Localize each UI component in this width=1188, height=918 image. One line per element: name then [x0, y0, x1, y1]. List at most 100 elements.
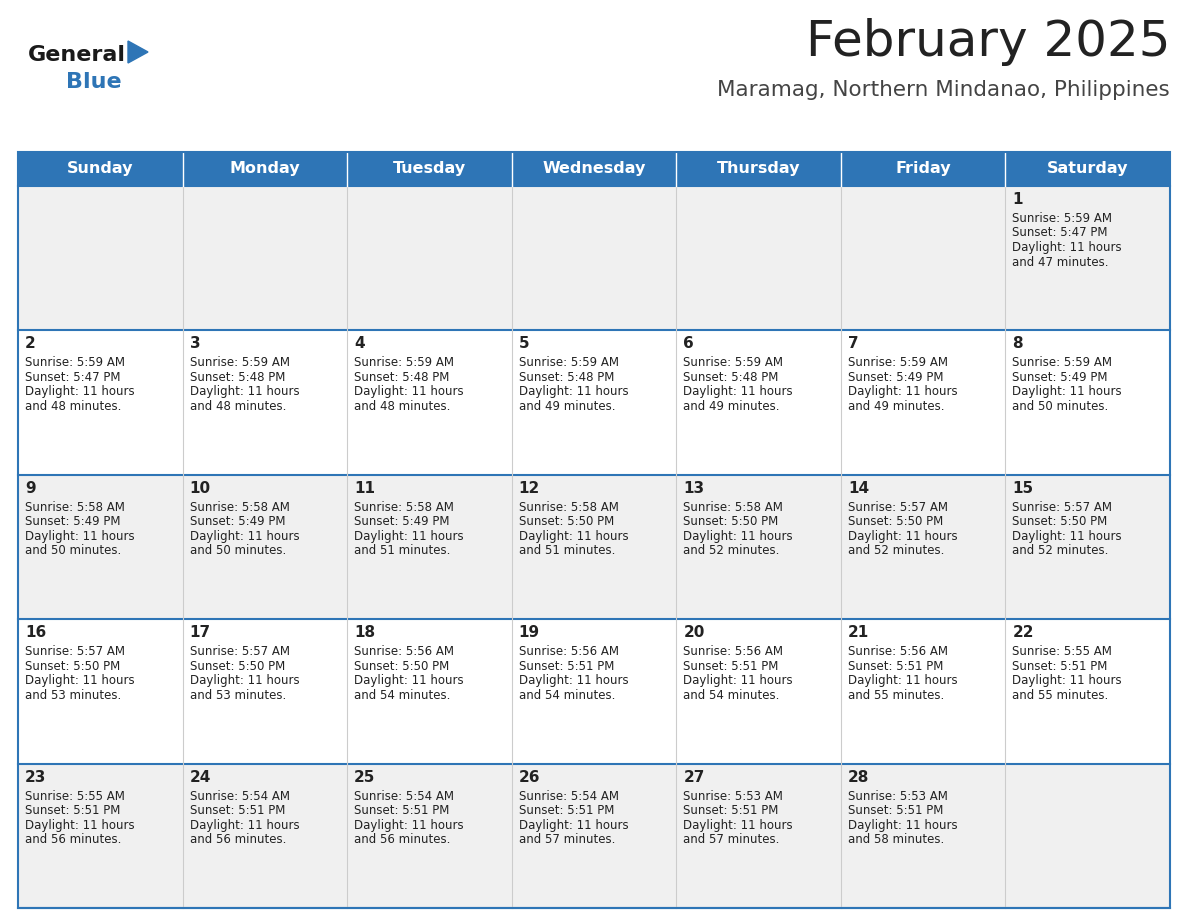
Text: Sunrise: 5:57 AM: Sunrise: 5:57 AM [848, 501, 948, 514]
Text: 19: 19 [519, 625, 539, 640]
Text: Daylight: 11 hours: Daylight: 11 hours [683, 674, 792, 688]
Text: Sunrise: 5:57 AM: Sunrise: 5:57 AM [25, 645, 125, 658]
Text: 8: 8 [1012, 336, 1023, 352]
Bar [1005, 152, 1170, 186]
Text: and 56 minutes.: and 56 minutes. [25, 834, 121, 846]
Text: Sunset: 5:51 PM: Sunset: 5:51 PM [683, 660, 778, 673]
Text: Sunrise: 5:59 AM: Sunrise: 5:59 AM [25, 356, 125, 369]
Bar [512, 152, 676, 186]
Text: 27: 27 [683, 769, 704, 785]
Text: and 58 minutes.: and 58 minutes. [848, 834, 944, 846]
Text: Sunrise: 5:56 AM: Sunrise: 5:56 AM [519, 645, 619, 658]
Text: and 53 minutes.: and 53 minutes. [190, 688, 286, 701]
Text: and 47 minutes.: and 47 minutes. [1012, 255, 1108, 268]
Text: Monday: Monday [229, 162, 301, 176]
Text: Daylight: 11 hours: Daylight: 11 hours [354, 674, 463, 688]
Text: Daylight: 11 hours: Daylight: 11 hours [354, 819, 463, 832]
Text: Sunset: 5:50 PM: Sunset: 5:50 PM [354, 660, 449, 673]
Text: Sunset: 5:51 PM: Sunset: 5:51 PM [519, 660, 614, 673]
Text: Sunset: 5:50 PM: Sunset: 5:50 PM [683, 515, 778, 528]
Text: and 55 minutes.: and 55 minutes. [1012, 688, 1108, 701]
Text: 15: 15 [1012, 481, 1034, 496]
Text: Daylight: 11 hours: Daylight: 11 hours [683, 819, 792, 832]
Text: Sunset: 5:50 PM: Sunset: 5:50 PM [1012, 515, 1107, 528]
Text: Daylight: 11 hours: Daylight: 11 hours [1012, 674, 1121, 688]
Text: and 56 minutes.: and 56 minutes. [190, 834, 286, 846]
Text: and 48 minutes.: and 48 minutes. [25, 400, 121, 413]
Text: Sunrise: 5:56 AM: Sunrise: 5:56 AM [683, 645, 783, 658]
Text: Daylight: 11 hours: Daylight: 11 hours [1012, 386, 1121, 398]
Text: Sunrise: 5:59 AM: Sunrise: 5:59 AM [519, 356, 619, 369]
Text: and 50 minutes.: and 50 minutes. [190, 544, 286, 557]
Text: Blue: Blue [67, 72, 121, 92]
Text: 11: 11 [354, 481, 375, 496]
Text: Daylight: 11 hours: Daylight: 11 hours [1012, 241, 1121, 254]
Text: Sunrise: 5:54 AM: Sunrise: 5:54 AM [519, 789, 619, 802]
Text: Sunset: 5:51 PM: Sunset: 5:51 PM [190, 804, 285, 817]
Text: Daylight: 11 hours: Daylight: 11 hours [25, 530, 134, 543]
Text: Daylight: 11 hours: Daylight: 11 hours [848, 530, 958, 543]
Text: and 56 minutes.: and 56 minutes. [354, 834, 450, 846]
Text: 6: 6 [683, 336, 694, 352]
Text: and 49 minutes.: and 49 minutes. [683, 400, 779, 413]
Text: Saturday: Saturday [1047, 162, 1129, 176]
Text: 18: 18 [354, 625, 375, 640]
Text: Sunset: 5:48 PM: Sunset: 5:48 PM [190, 371, 285, 384]
Bar [841, 152, 1005, 186]
Text: and 54 minutes.: and 54 minutes. [519, 688, 615, 701]
Text: Daylight: 11 hours: Daylight: 11 hours [519, 386, 628, 398]
Text: Daylight: 11 hours: Daylight: 11 hours [848, 674, 958, 688]
Text: Sunset: 5:50 PM: Sunset: 5:50 PM [190, 660, 285, 673]
Text: Sunset: 5:50 PM: Sunset: 5:50 PM [848, 515, 943, 528]
Text: General: General [29, 45, 126, 65]
Text: Sunset: 5:51 PM: Sunset: 5:51 PM [1012, 660, 1107, 673]
Text: Sunrise: 5:57 AM: Sunrise: 5:57 AM [190, 645, 290, 658]
Text: 5: 5 [519, 336, 530, 352]
Text: Sunrise: 5:59 AM: Sunrise: 5:59 AM [190, 356, 290, 369]
Text: Daylight: 11 hours: Daylight: 11 hours [190, 386, 299, 398]
Polygon shape [128, 41, 148, 63]
Text: Sunset: 5:49 PM: Sunset: 5:49 PM [354, 515, 449, 528]
Text: Daylight: 11 hours: Daylight: 11 hours [683, 530, 792, 543]
Text: Sunset: 5:47 PM: Sunset: 5:47 PM [25, 371, 120, 384]
Text: 13: 13 [683, 481, 704, 496]
Bar [18, 152, 1170, 908]
Text: and 48 minutes.: and 48 minutes. [354, 400, 450, 413]
Text: Daylight: 11 hours: Daylight: 11 hours [519, 819, 628, 832]
Text: and 49 minutes.: and 49 minutes. [848, 400, 944, 413]
Bar [676, 152, 841, 186]
Text: Sunrise: 5:59 AM: Sunrise: 5:59 AM [1012, 356, 1112, 369]
Text: Sunset: 5:49 PM: Sunset: 5:49 PM [1012, 371, 1108, 384]
Text: Sunset: 5:49 PM: Sunset: 5:49 PM [25, 515, 120, 528]
Text: and 51 minutes.: and 51 minutes. [519, 544, 615, 557]
Text: Daylight: 11 hours: Daylight: 11 hours [519, 530, 628, 543]
Text: and 57 minutes.: and 57 minutes. [683, 834, 779, 846]
Text: 9: 9 [25, 481, 36, 496]
Text: and 52 minutes.: and 52 minutes. [848, 544, 944, 557]
Text: Sunset: 5:49 PM: Sunset: 5:49 PM [190, 515, 285, 528]
Text: 26: 26 [519, 769, 541, 785]
Bar [18, 475, 1170, 620]
Text: Sunrise: 5:58 AM: Sunrise: 5:58 AM [683, 501, 783, 514]
Text: Daylight: 11 hours: Daylight: 11 hours [25, 674, 134, 688]
Text: Sunrise: 5:56 AM: Sunrise: 5:56 AM [848, 645, 948, 658]
Text: 24: 24 [190, 769, 211, 785]
Text: and 50 minutes.: and 50 minutes. [25, 544, 121, 557]
Text: and 52 minutes.: and 52 minutes. [1012, 544, 1108, 557]
Text: 14: 14 [848, 481, 868, 496]
Text: 21: 21 [848, 625, 870, 640]
Text: Daylight: 11 hours: Daylight: 11 hours [190, 819, 299, 832]
Text: 23: 23 [25, 769, 46, 785]
Text: Sunset: 5:47 PM: Sunset: 5:47 PM [1012, 227, 1108, 240]
Text: 28: 28 [848, 769, 870, 785]
Text: Daylight: 11 hours: Daylight: 11 hours [519, 674, 628, 688]
Text: February 2025: February 2025 [805, 18, 1170, 66]
Bar [183, 152, 347, 186]
Text: Sunset: 5:48 PM: Sunset: 5:48 PM [683, 371, 778, 384]
Text: Thursday: Thursday [716, 162, 801, 176]
Text: Sunrise: 5:55 AM: Sunrise: 5:55 AM [1012, 645, 1112, 658]
Text: Sunrise: 5:58 AM: Sunrise: 5:58 AM [519, 501, 619, 514]
Text: Sunset: 5:50 PM: Sunset: 5:50 PM [519, 515, 614, 528]
Text: Sunrise: 5:56 AM: Sunrise: 5:56 AM [354, 645, 454, 658]
Text: and 54 minutes.: and 54 minutes. [354, 688, 450, 701]
